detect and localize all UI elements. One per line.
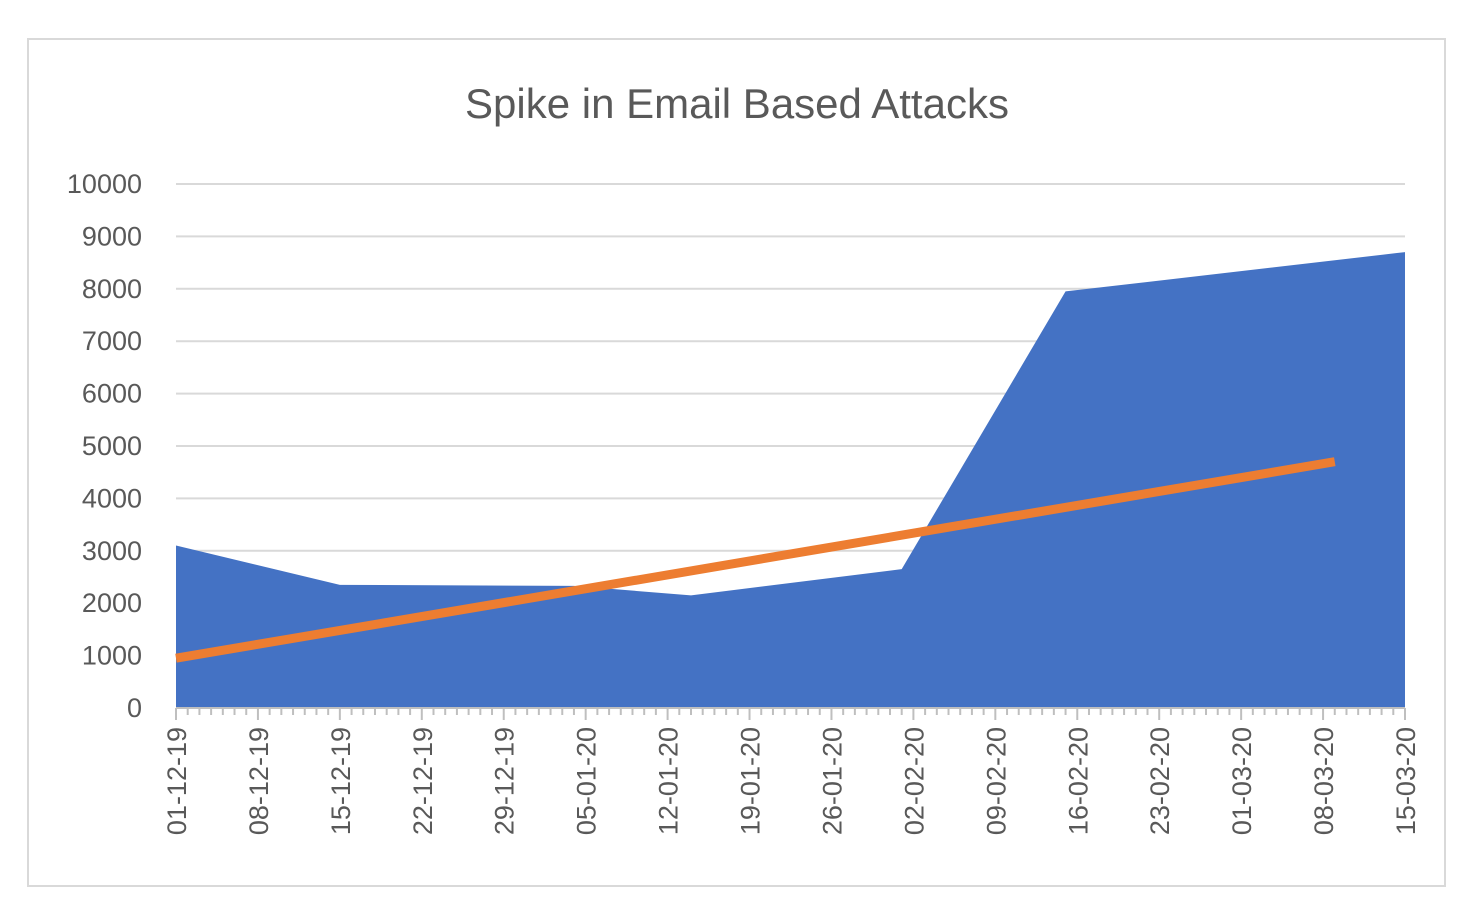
area-series-layer <box>176 252 1405 708</box>
x-tick-label: 05-01-20 <box>572 727 602 835</box>
y-tick-label: 6000 <box>82 379 142 409</box>
x-tick-label: 02-02-20 <box>899 727 929 835</box>
y-tick-label: 2000 <box>82 588 142 618</box>
y-tick-label: 0 <box>127 693 142 723</box>
y-tick-label: 3000 <box>82 536 142 566</box>
trendline-series <box>175 457 1336 663</box>
x-tick-label: 08-12-19 <box>244 727 274 835</box>
y-axis-tick-labels: 0 1000 2000 3000 4000 5000 6000 7000 8000 9000 100… <box>67 169 142 723</box>
x-tick-label: 15-12-19 <box>326 727 356 835</box>
y-tick-label: 7000 <box>82 326 142 356</box>
y-tick-label: 9000 <box>82 221 142 251</box>
x-tick-label: 01-03-20 <box>1227 727 1257 835</box>
x-tick-label: 26-01-20 <box>817 727 847 835</box>
y-tick-label: 8000 <box>82 274 142 304</box>
chart-title: Spike in Email Based Attacks <box>465 80 1009 127</box>
trendline-series-layer <box>175 457 1336 663</box>
x-tick-label: 08-03-20 <box>1309 727 1339 835</box>
x-tick-label: 12-01-20 <box>654 727 684 835</box>
x-axis <box>175 707 1406 720</box>
y-tick-label: 10000 <box>67 169 142 199</box>
x-tick-label: 19-01-20 <box>736 727 766 835</box>
y-tick-label: 5000 <box>82 431 142 461</box>
x-tick-label: 16-02-20 <box>1063 727 1093 835</box>
y-tick-label: 1000 <box>82 641 142 671</box>
x-tick-label: 29-12-19 <box>490 727 520 835</box>
x-tick-label: 23-02-20 <box>1145 727 1175 835</box>
x-axis-tick-labels: 01-12-19 08-12-19 15-12-19 22-12-19 29-12-19… <box>162 727 1421 835</box>
area-series <box>176 252 1405 708</box>
x-tick-label: 09-02-20 <box>981 727 1011 835</box>
x-tick-label: 22-12-19 <box>408 727 438 835</box>
y-tick-label: 4000 <box>82 483 142 513</box>
x-tick-label: 15-03-20 <box>1391 727 1421 835</box>
x-tick-label: 01-12-19 <box>162 727 192 835</box>
